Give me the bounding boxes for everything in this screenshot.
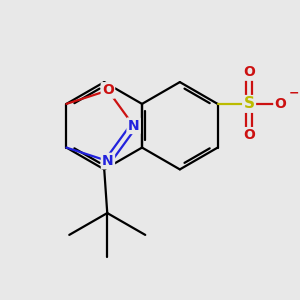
Text: O: O [243,128,255,142]
Text: N: N [128,119,140,133]
Text: −: − [289,86,299,100]
Text: N: N [102,154,114,168]
Text: O: O [274,97,286,111]
Text: O: O [102,83,114,98]
Text: S: S [244,96,255,111]
Text: O: O [243,65,255,80]
